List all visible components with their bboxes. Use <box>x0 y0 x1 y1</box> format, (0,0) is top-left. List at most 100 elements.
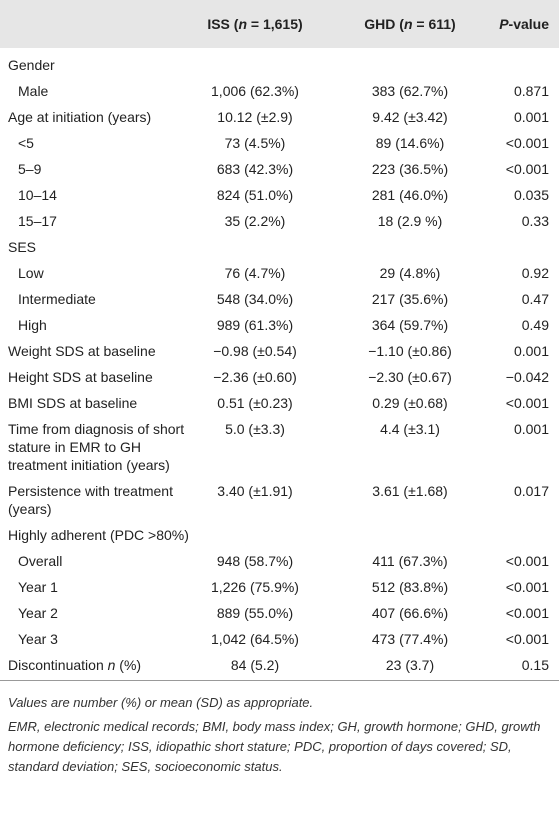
table-cell: 0.49 <box>521 317 549 333</box>
table-cell: 1,042 (64.5%) <box>211 631 299 647</box>
table-cell: 223 (36.5%) <box>371 161 449 177</box>
table-cell: 1,006 (62.3%) <box>211 83 299 99</box>
table-cell: 0.92 <box>521 265 549 281</box>
table-cell: 0.33 <box>521 213 549 229</box>
table-row: Male 1,006 (62.3%) 383 (62.7%) 0.871 <box>0 78 559 104</box>
column-header <box>0 0 200 48</box>
table-cell: −2.36 (±0.60) <box>213 369 297 385</box>
text-segment: = 1,615) <box>247 16 303 32</box>
table-cell: 989 (61.3%) <box>216 317 294 333</box>
table-cell <box>200 234 310 260</box>
table-cell: 18 (2.9 %) <box>377 213 443 229</box>
table-cell: 0.47 <box>521 291 549 307</box>
table-cell: 76 (4.7%) <box>224 265 286 281</box>
row-label: Low <box>18 265 44 281</box>
table-cell: <0.001 <box>505 161 549 177</box>
text-segment: P <box>499 16 509 32</box>
table-row: Weight SDS at baseline −0.98 (±0.54) −1.10… <box>0 338 559 364</box>
table-cell: 217 (35.6%) <box>371 291 449 307</box>
table-cell: 3.61 (±1.68) <box>372 483 448 499</box>
table-cell: 0.29 (±0.68) <box>372 395 448 411</box>
column-header: GHD (n = 611) <box>310 0 485 48</box>
column-header: ISS (n = 1,615) <box>200 0 310 48</box>
table-cell: <0.001 <box>505 135 549 151</box>
table-cell: 4.4 (±3.1) <box>380 421 440 437</box>
table-cell: 948 (58.7%) <box>216 553 294 569</box>
column-header: P-value <box>485 0 559 48</box>
table-cell: −0.042 <box>505 369 549 385</box>
table-cell: 23 (3.7) <box>310 652 485 681</box>
table-cell: 0.15 <box>485 652 559 681</box>
table-cell: 3.40 (±1.91) <box>217 483 293 499</box>
row-label: SES <box>8 239 37 255</box>
row-label: Weight SDS at baseline <box>8 343 156 359</box>
table-row: Age at initiation (years) 10.12 (±2.9) 9.4… <box>0 104 559 130</box>
table-cell: 683 (42.3%) <box>216 161 294 177</box>
footnotes: Values are number (%) or mean (SD) as ap… <box>0 681 559 777</box>
table-row: Time from diagnosis of short stature in … <box>0 416 559 478</box>
text-segment: Discontinuation <box>8 657 108 673</box>
table-cell: 0.001 <box>513 343 549 359</box>
row-label: Overall <box>18 553 63 569</box>
table-cell: 0.871 <box>513 83 549 99</box>
row-label: Year 3 <box>18 631 58 647</box>
footnote: Values are number (%) or mean (SD) as ap… <box>8 695 314 710</box>
table-cell: 0.017 <box>513 483 549 499</box>
table-cell: 411 (67.3%) <box>372 553 448 569</box>
table-cell: 407 (66.6%) <box>371 605 449 621</box>
table-cell <box>310 48 485 78</box>
table-row: <5 73 (4.5%) 89 (14.6%) <0.001 <box>0 130 559 156</box>
table-cell <box>485 522 559 548</box>
row-label: Highly adherent (PDC >80%) <box>8 527 189 543</box>
table-cell: <0.001 <box>505 605 549 621</box>
row-label: <5 <box>18 135 34 151</box>
table-cell: <0.001 <box>505 631 549 647</box>
table-cell: 0.035 <box>513 187 549 203</box>
table-row: High 989 (61.3%) 364 (59.7%) 0.49 <box>0 312 559 338</box>
row-label: Persistence with treatment (years) <box>8 483 173 517</box>
row-label: Male <box>18 83 49 99</box>
table-row: Intermediate 548 (34.0%) 217 (35.6%) 0.47 <box>0 286 559 312</box>
row-label: 15–17 <box>18 213 57 229</box>
row-label: Height SDS at baseline <box>8 369 153 385</box>
table-cell: 29 (4.8%) <box>379 265 441 281</box>
table-cell: 824 (51.0%) <box>216 187 294 203</box>
table-cell: 9.42 (±3.42) <box>372 109 448 125</box>
header-row: ISS (n = 1,615) GHD (n = 611) P-value <box>0 0 559 48</box>
table-cell: 383 (62.7%) <box>371 83 449 99</box>
row-label: Age at initiation (years) <box>8 109 152 125</box>
text-segment: n <box>403 16 413 32</box>
table-cell: 73 (4.5%) <box>224 135 286 151</box>
table-row: 15–17 35 (2.2%) 18 (2.9 %) 0.33 <box>0 208 559 234</box>
data-table: ISS (n = 1,615) GHD (n = 611) P-value Gend… <box>0 0 559 681</box>
table-row: Persistence with treatment (years) 3.40 (… <box>0 478 559 522</box>
table-cell: 889 (55.0%) <box>216 605 294 621</box>
text-segment: = 611) <box>412 16 456 32</box>
table-cell: 0.001 <box>513 421 549 437</box>
table-row: 10–14 824 (51.0%) 281 (46.0%) 0.035 <box>0 182 559 208</box>
table-cell: 548 (34.0%) <box>216 291 294 307</box>
table-cell: −2.30 (±0.67) <box>368 369 452 385</box>
table-cell: 84 (5.2) <box>200 652 310 681</box>
text-segment: GHD ( <box>364 16 404 32</box>
table-row: Discontinuation n (%) 84 (5.2) 23 (3.7) 0.1… <box>0 652 559 681</box>
table-body: Gender Male 1,006 (62.3%) 383 (62.7%) 0.871 A… <box>0 48 559 681</box>
table-cell: 473 (77.4%) <box>371 631 449 647</box>
table-cell <box>200 522 310 548</box>
row-label: High <box>18 317 47 333</box>
table-cell: −1.10 (±0.86) <box>368 343 452 359</box>
table-cell: <0.001 <box>505 579 549 595</box>
table-row: Year 2 889 (55.0%) 407 (66.6%) <0.001 <box>0 600 559 626</box>
table-row: Low 76 (4.7%) 29 (4.8%) 0.92 <box>0 260 559 286</box>
table-row: 5–9 683 (42.3%) 223 (36.5%) <0.001 <box>0 156 559 182</box>
row-label: 10–14 <box>18 187 57 203</box>
table-row: Gender <box>0 48 559 78</box>
table-cell: 5.0 (±3.3) <box>225 421 285 437</box>
table-cell: 0.51 (±0.23) <box>217 395 293 411</box>
table-row: Year 3 1,042 (64.5%) 473 (77.4%) <0.001 <box>0 626 559 652</box>
table-cell: 0.001 <box>513 109 549 125</box>
table-row: Year 1 1,226 (75.9%) 512 (83.8%) <0.001 <box>0 574 559 600</box>
row-label: Intermediate <box>18 291 96 307</box>
table-cell <box>310 234 485 260</box>
